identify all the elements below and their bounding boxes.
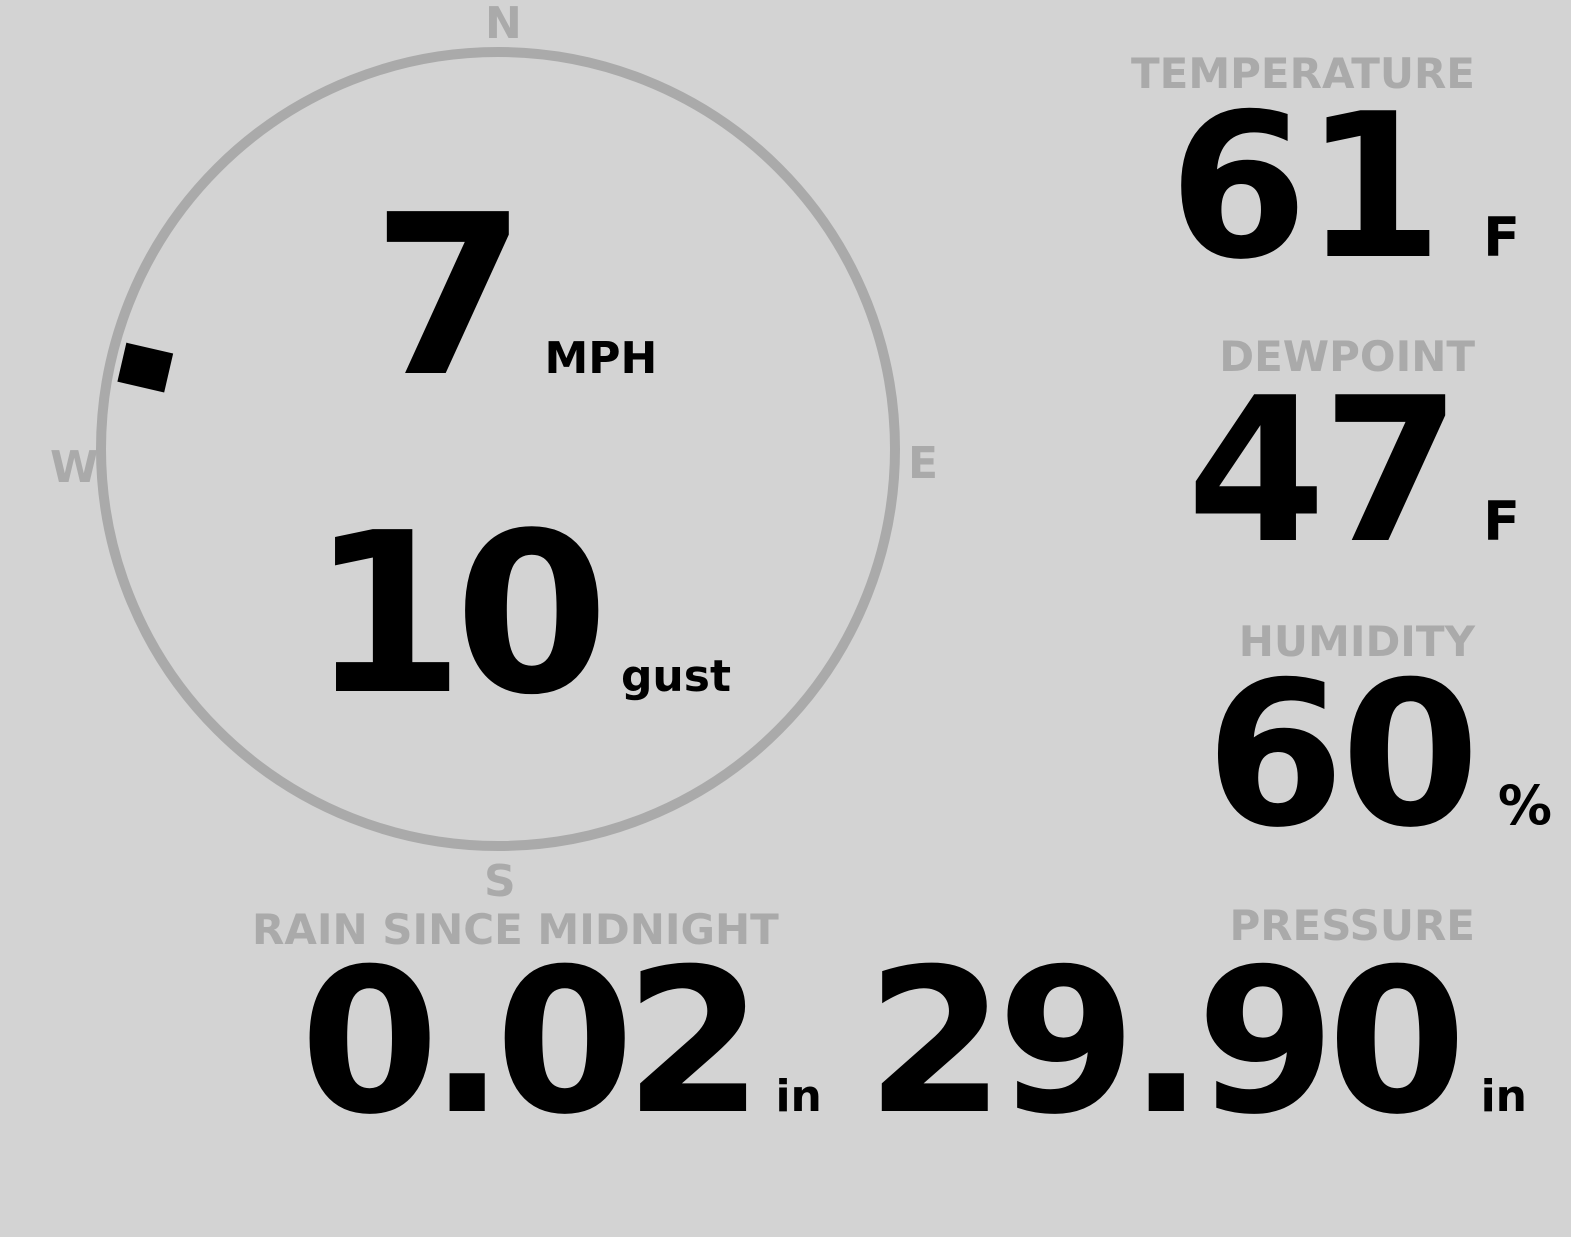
pressure-row: 29.90 in: [865, 926, 1527, 1159]
compass-west: W: [50, 442, 99, 493]
compass-north: N: [485, 0, 522, 49]
humidity-value: 60: [1205, 639, 1480, 872]
rain-unit: in: [775, 1071, 822, 1122]
temperature-unit: F: [1483, 206, 1520, 269]
compass-east: E: [908, 438, 939, 489]
humidity-label: HUMIDITY: [1238, 617, 1475, 666]
compass-ring: [96, 47, 900, 851]
temperature-label: TEMPERATURE: [1131, 49, 1475, 98]
dewpoint-row: 47 F: [1186, 355, 1520, 588]
rain-value: 0.02: [300, 926, 763, 1159]
compass-dial: [96, 47, 900, 851]
rain-label: RAIN SINCE MIDNIGHT: [252, 905, 779, 954]
rain-row: 0.02 in: [300, 926, 822, 1159]
wind-gust-unit: gust: [620, 651, 731, 702]
pressure-label: PRESSURE: [1229, 901, 1475, 950]
humidity-row: 60 %: [1205, 639, 1552, 872]
humidity-unit: %: [1497, 774, 1552, 837]
dewpoint-unit: F: [1483, 490, 1520, 553]
temperature-value: 61: [1168, 71, 1443, 304]
dewpoint-label: DEWPOINT: [1219, 332, 1475, 381]
wind-speed-row: 7 MPH: [372, 168, 658, 426]
wind-direction-marker: [117, 342, 174, 393]
pressure-value: 29.90: [865, 926, 1467, 1159]
wind-gust-row: 10 gust: [310, 486, 731, 744]
temperature-row: 61 F: [1168, 71, 1520, 304]
compass-south: S: [484, 856, 516, 907]
wind-speed-unit: MPH: [544, 333, 658, 384]
dewpoint-value: 47: [1186, 355, 1461, 588]
wind-gust-value: 10: [310, 486, 609, 744]
wind-speed-value: 7: [372, 168, 526, 426]
pressure-unit: in: [1480, 1071, 1527, 1122]
